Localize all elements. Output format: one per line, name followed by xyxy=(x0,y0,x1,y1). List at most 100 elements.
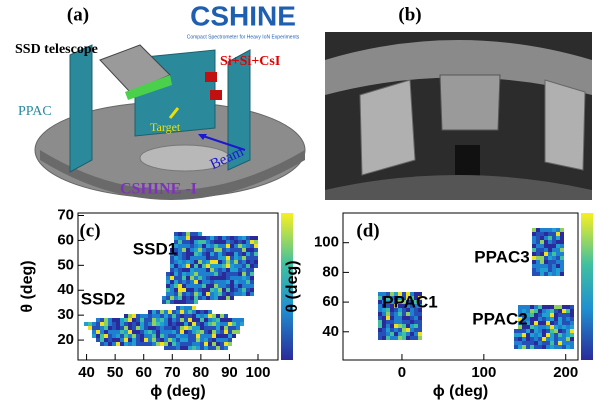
heat-cell xyxy=(120,334,124,338)
heat-cell xyxy=(124,314,128,318)
heat-cell xyxy=(132,342,136,346)
heat-cell xyxy=(382,320,386,324)
x-axis-label: ϕ (deg) xyxy=(433,383,489,400)
heat-cell xyxy=(514,337,518,341)
heat-cell xyxy=(128,318,132,322)
heat-cell xyxy=(100,342,104,346)
heat-cell xyxy=(518,325,522,329)
heat-cell xyxy=(250,284,254,288)
heat-cell xyxy=(190,240,194,244)
heat-cell xyxy=(174,268,178,272)
heat-cell xyxy=(570,309,574,313)
heat-cell xyxy=(226,276,230,280)
heat-cell xyxy=(518,321,522,325)
heat-cell xyxy=(406,316,410,320)
heat-cell xyxy=(120,322,124,326)
heat-cell xyxy=(378,296,382,300)
heat-cell xyxy=(176,338,180,342)
heat-cell xyxy=(222,236,226,240)
heat-cell xyxy=(202,256,206,260)
panel-a: (a) CSHINE Compact Spectrometer for Heav… xyxy=(15,0,306,200)
heat-cell xyxy=(382,312,386,316)
heat-cell xyxy=(518,309,522,313)
heat-cell xyxy=(174,284,178,288)
heat-cell xyxy=(152,318,156,322)
heat-cell xyxy=(164,346,168,350)
heat-cell xyxy=(112,338,116,342)
heat-cell xyxy=(552,240,556,244)
heat-cell xyxy=(160,314,164,318)
heat-cell xyxy=(544,272,548,276)
heat-cell xyxy=(194,256,198,260)
plot-frame xyxy=(342,212,579,361)
heat-cell xyxy=(532,240,536,244)
heat-cell xyxy=(186,284,190,288)
heat-cell xyxy=(414,320,418,324)
heat-cell xyxy=(170,284,174,288)
heat-cell xyxy=(228,326,232,330)
heat-cell xyxy=(566,345,570,349)
heat-cell xyxy=(206,256,210,260)
heat-cell xyxy=(246,284,250,288)
heat-cell xyxy=(210,248,214,252)
heat-cell xyxy=(210,240,214,244)
heat-cell xyxy=(556,236,560,240)
heat-cell xyxy=(178,264,182,268)
heat-cell xyxy=(536,272,540,276)
heat-cell xyxy=(184,342,188,346)
heat-cell xyxy=(166,288,170,292)
heat-cell xyxy=(534,309,538,313)
heat-cell xyxy=(188,342,192,346)
heat-cell xyxy=(198,244,202,248)
heat-cell xyxy=(208,322,212,326)
heat-cell xyxy=(178,296,182,300)
heat-cell xyxy=(382,308,386,312)
heat-cell xyxy=(204,330,208,334)
heat-cell xyxy=(210,284,214,288)
heat-cell xyxy=(210,276,214,280)
heat-cell xyxy=(212,334,216,338)
heat-cell xyxy=(414,316,418,320)
heat-cell xyxy=(556,248,560,252)
heat-cell xyxy=(164,330,168,334)
disk-edge xyxy=(40,150,305,200)
heat-cell xyxy=(386,304,390,308)
annotation: PPAC xyxy=(18,104,52,119)
heat-cell xyxy=(132,338,136,342)
heat-cell xyxy=(180,346,184,350)
heat-cell xyxy=(254,252,258,256)
heat-cell xyxy=(386,300,390,304)
heat-cell xyxy=(518,341,522,345)
heat-cell xyxy=(208,318,212,322)
heat-cell xyxy=(168,342,172,346)
heat-cell xyxy=(558,337,562,341)
photo-ppac xyxy=(359,79,416,176)
heat-cell xyxy=(234,240,238,244)
heat-cell xyxy=(546,321,550,325)
heat-cell xyxy=(410,312,414,316)
heat-cell xyxy=(144,314,148,318)
y-tick-label: 70 xyxy=(57,206,74,223)
heat-cell xyxy=(530,333,534,337)
heat-cell xyxy=(548,252,552,256)
annotation: SSD2 xyxy=(81,289,125,308)
heat-cell xyxy=(254,256,258,260)
heat-cell xyxy=(218,280,222,284)
heat-cell xyxy=(390,320,394,324)
heat-cell xyxy=(532,244,536,248)
heat-cell xyxy=(148,318,152,322)
heat-cell xyxy=(196,346,200,350)
heat-cell xyxy=(190,284,194,288)
heat-cell xyxy=(198,268,202,272)
heat-cell xyxy=(192,306,196,310)
heat-cell xyxy=(100,334,104,338)
heat-cell xyxy=(180,338,184,342)
heat-cell xyxy=(210,256,214,260)
heat-cell xyxy=(234,272,238,276)
heat-cell xyxy=(180,306,184,310)
heat-cell xyxy=(402,300,406,304)
heat-cell xyxy=(538,321,542,325)
heat-cell xyxy=(190,244,194,248)
heat-cell xyxy=(104,330,108,334)
heat-cell xyxy=(546,317,550,321)
